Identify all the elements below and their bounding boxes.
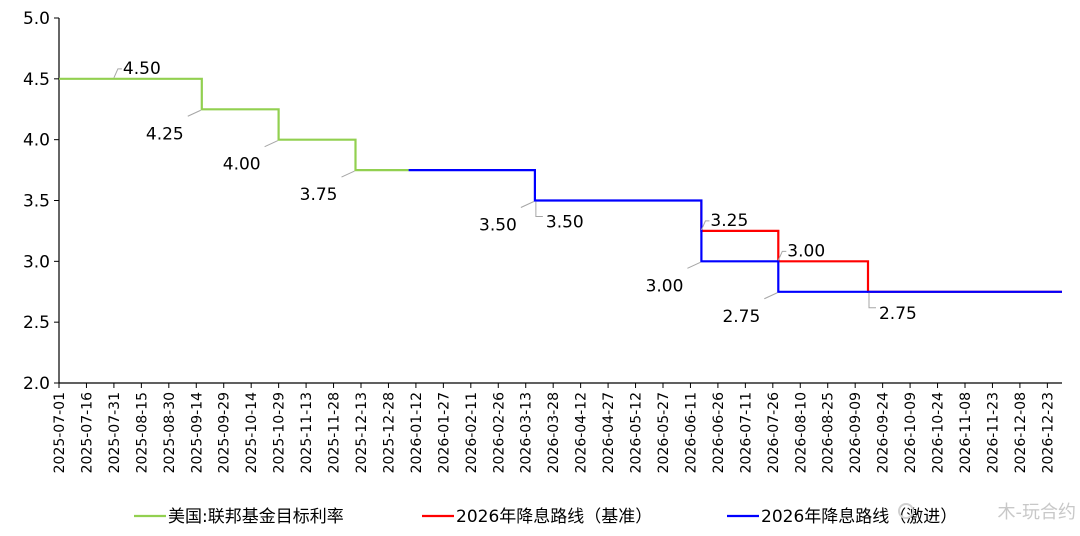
data-label: 2.75 (722, 307, 760, 327)
watermark-text: 木-玩合约 (998, 502, 1077, 523)
legend-label-3: 2026年降息路线（激进） (761, 507, 957, 527)
x-tick-label: 2026-01-12 (409, 392, 425, 473)
leader-line (687, 261, 701, 269)
x-tick-label: 2026-06-26 (711, 392, 727, 473)
data-label: 3.75 (300, 185, 338, 205)
leader-line (777, 250, 787, 261)
x-tick-label: 2026-12-23 (1040, 392, 1056, 473)
leader-line (341, 170, 355, 178)
legend-label-2: 2026年降息路线（基准） (456, 507, 652, 527)
legend: 美国:联邦基金目标利率 2026年降息路线（基准） 2026年降息路线（激进） (134, 507, 957, 527)
leader-line (700, 220, 710, 231)
x-tick-label: 2026-01-27 (436, 392, 452, 473)
watermark-icon (898, 503, 914, 519)
x-axis: 2025-07-01 2025-07-16 2025-07-31 2025-08-15… (52, 382, 1062, 473)
x-tick-label: 2025-07-16 (79, 392, 95, 473)
x-tick-label: 2026-07-11 (738, 392, 754, 473)
y-tick-label: 4.0 (23, 131, 50, 151)
leader-line (868, 292, 876, 309)
leader-line (535, 201, 543, 217)
y-tick-label: 3.0 (23, 252, 50, 272)
series-line-1 (59, 77, 409, 172)
y-axis: 2.0 2.5 3.0 3.5 4.0 4.5 5.0 (23, 9, 60, 394)
x-tick-label: 2026-09-09 (848, 392, 864, 473)
series-line-2 (700, 200, 1062, 293)
series-layer (59, 77, 1062, 293)
x-tick-label: 2026-04-27 (601, 392, 617, 473)
x-tick-label: 2025-10-29 (272, 392, 288, 473)
x-tick-label: 2026-03-28 (546, 392, 562, 473)
x-tick-label: 2026-10-24 (931, 392, 947, 473)
x-tick-label: 2025-09-14 (189, 392, 205, 473)
x-tick-label: 2026-11-23 (985, 392, 1001, 473)
x-tick-label: 2026-12-08 (1013, 392, 1029, 473)
y-tick-label: 5.0 (23, 9, 50, 29)
data-label: 2.75 (879, 304, 917, 324)
x-tick-label: 2025-07-31 (107, 392, 123, 473)
x-tick-label: 2026-07-26 (766, 392, 782, 473)
y-tick-label: 2.0 (23, 374, 50, 394)
y-tick-label: 3.5 (23, 192, 50, 212)
x-tick-label: 2025-11-28 (327, 392, 343, 473)
data-label: 3.50 (546, 213, 584, 233)
x-tick-label: 2025-09-29 (217, 392, 233, 473)
watermark: 木-玩合约 (898, 502, 1077, 523)
x-tick-label: 2026-11-08 (958, 392, 974, 473)
data-label-layer: 4.50 4.25 4.00 3.75 3.50 3.50 3.25 3.00 3.00 2.75… (113, 59, 917, 327)
data-label: 3.00 (787, 241, 825, 261)
x-tick-label: 2025-10-14 (244, 392, 260, 473)
x-tick-label: 2025-08-30 (162, 392, 178, 473)
x-tick-label: 2026-08-25 (821, 392, 837, 473)
data-label: 3.50 (479, 216, 517, 236)
x-tick-label: 2026-06-11 (683, 392, 699, 473)
x-tick-label: 2025-12-13 (354, 392, 370, 473)
x-tick-label: 2026-04-12 (574, 392, 590, 473)
legend-label-1: 美国:联邦基金目标利率 (168, 507, 344, 527)
data-label: 4.50 (123, 59, 161, 79)
data-label: 3.25 (710, 211, 748, 231)
x-tick-label: 2025-12-28 (381, 392, 397, 473)
x-tick-label: 2026-02-11 (464, 392, 480, 473)
x-tick-label: 2026-03-13 (519, 392, 535, 473)
data-label: 3.00 (646, 276, 684, 296)
x-tick-label: 2026-09-24 (876, 392, 892, 473)
x-tick-label: 2025-07-01 (52, 392, 68, 473)
x-tick-label: 2026-05-12 (629, 392, 645, 473)
leader-line (520, 201, 535, 208)
y-tick-label: 4.5 (23, 70, 50, 90)
x-tick-label: 2026-10-09 (903, 392, 919, 473)
leader-line (764, 292, 778, 300)
x-tick-label: 2026-08-10 (793, 392, 809, 473)
x-tick-label: 2025-08-15 (134, 392, 150, 473)
leader-line (264, 140, 278, 148)
data-label: 4.00 (223, 155, 261, 175)
leader-line (113, 68, 122, 79)
x-tick-label: 2026-02-26 (491, 392, 507, 473)
leader-line (187, 109, 201, 117)
x-tick-label: 2026-05-27 (656, 392, 672, 473)
x-tick-label: 2025-11-13 (299, 392, 315, 473)
series-line-3 (408, 169, 1062, 293)
y-tick-label: 2.5 (23, 313, 50, 333)
data-label: 4.25 (146, 124, 184, 144)
